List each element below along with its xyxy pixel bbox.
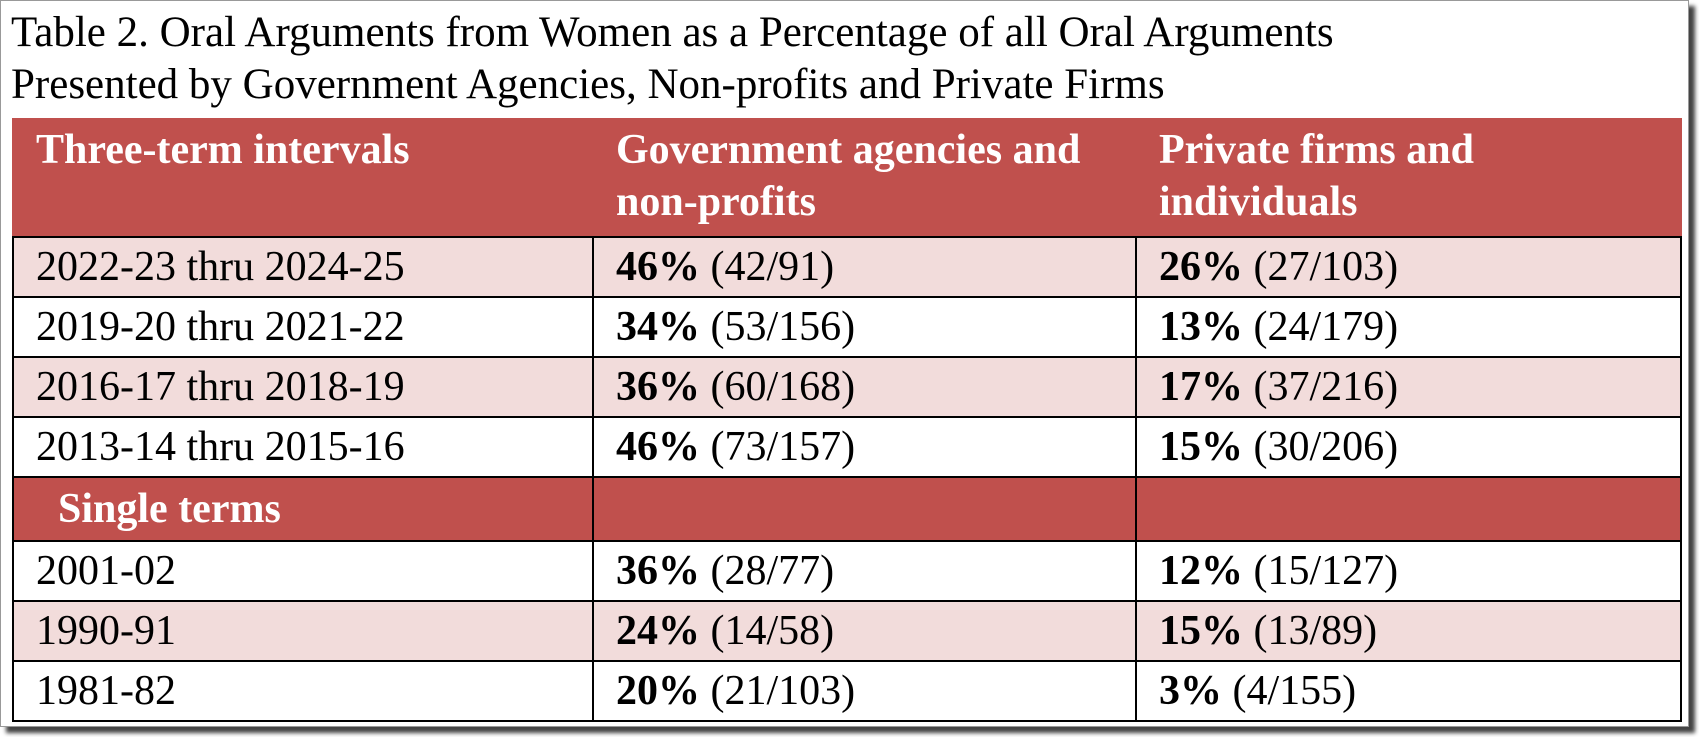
percent: 24% [616,608,700,654]
row-label: 2013-14 thru 2015-16 [12,416,594,478]
title: Table 2. Oral Arguments from Women as a … [11,7,1334,111]
data-row: 1981-82 20% (21/103) 3% (4/155) [12,660,1682,722]
count: (27/103) [1253,244,1399,290]
row-label: 1990-91 [12,600,594,662]
row-label: 2019-20 thru 2021-22 [12,296,594,358]
header-cell: Private firms and individuals [1135,118,1682,238]
header-cell: Three-term intervals [12,118,594,238]
percent: 15% [1159,608,1243,654]
section-label: Single terms [12,476,594,542]
count: (60/168) [710,364,856,410]
header-cell: Government agencies and non-profits [592,118,1137,238]
count: (15/127) [1253,548,1399,594]
percent: 46% [616,424,700,470]
section-row: Single terms [12,476,1682,542]
count: (30/206) [1253,424,1399,470]
value-cell: 26% (27/103) [1135,236,1682,298]
row-label: 2001-02 [12,540,594,602]
value-cell: 17% (37/216) [1135,356,1682,418]
section-cell [1135,476,1682,542]
count: (14/58) [710,608,835,654]
value-cell: 36% (60/168) [592,356,1137,418]
value-cell: 24% (14/58) [592,600,1137,662]
percent: 13% [1159,304,1243,350]
percent: 15% [1159,424,1243,470]
count: (73/157) [710,424,856,470]
section-cell [592,476,1137,542]
value-cell: 12% (15/127) [1135,540,1682,602]
percent: 20% [616,668,700,714]
count: (13/89) [1253,608,1378,654]
data-row: 2019-20 thru 2021-22 34% (53/156) 13% (24/… [12,296,1682,358]
percent: 26% [1159,244,1243,290]
data-row: 1990-91 24% (14/58) 15% (13/89) [12,600,1682,662]
value-cell: 20% (21/103) [592,660,1137,722]
percent: 12% [1159,548,1243,594]
row-label: 1981-82 [12,660,594,722]
value-cell: 15% (13/89) [1135,600,1682,662]
count: (53/156) [710,304,856,350]
percent: 46% [616,244,700,290]
title-line: Presented by Government Agencies, Non-pr… [11,61,1165,108]
count: (42/91) [710,244,835,290]
count: (28/77) [710,548,835,594]
value-cell: 13% (24/179) [1135,296,1682,358]
row-label: 2016-17 thru 2018-19 [12,356,594,418]
row-label: 2022-23 thru 2024-25 [12,236,594,298]
value-cell: 3% (4/155) [1135,660,1682,722]
header-row: Three-term intervals Government agencies … [12,118,1682,238]
data-row: 2016-17 thru 2018-19 36% (60/168) 17% (37/… [12,356,1682,418]
value-cell: 15% (30/206) [1135,416,1682,478]
value-cell: 36% (28/77) [592,540,1137,602]
percent: 17% [1159,364,1243,410]
value-cell: 46% (42/91) [592,236,1137,298]
table-body: Three-term intervals Government agencies … [12,118,1682,722]
count: (4/155) [1232,668,1357,714]
count: (21/103) [710,668,856,714]
count: (37/216) [1253,364,1399,410]
title-line: Table 2. Oral Arguments from Women as a … [11,9,1334,56]
count: (24/179) [1253,304,1399,350]
percent: 34% [616,304,700,350]
data-table: Three-term intervals Government agencies … [12,118,1682,722]
value-cell: 46% (73/157) [592,416,1137,478]
value-cell: 34% (53/156) [592,296,1137,358]
data-row: 2022-23 thru 2024-25 46% (42/91) 26% (27/1… [12,236,1682,298]
percent: 3% [1159,668,1222,714]
percent: 36% [616,364,700,410]
data-row: 2013-14 thru 2015-16 46% (73/157) 15% (30/… [12,416,1682,478]
data-row: 2001-02 36% (28/77) 12% (15/127) [12,540,1682,602]
percent: 36% [616,548,700,594]
